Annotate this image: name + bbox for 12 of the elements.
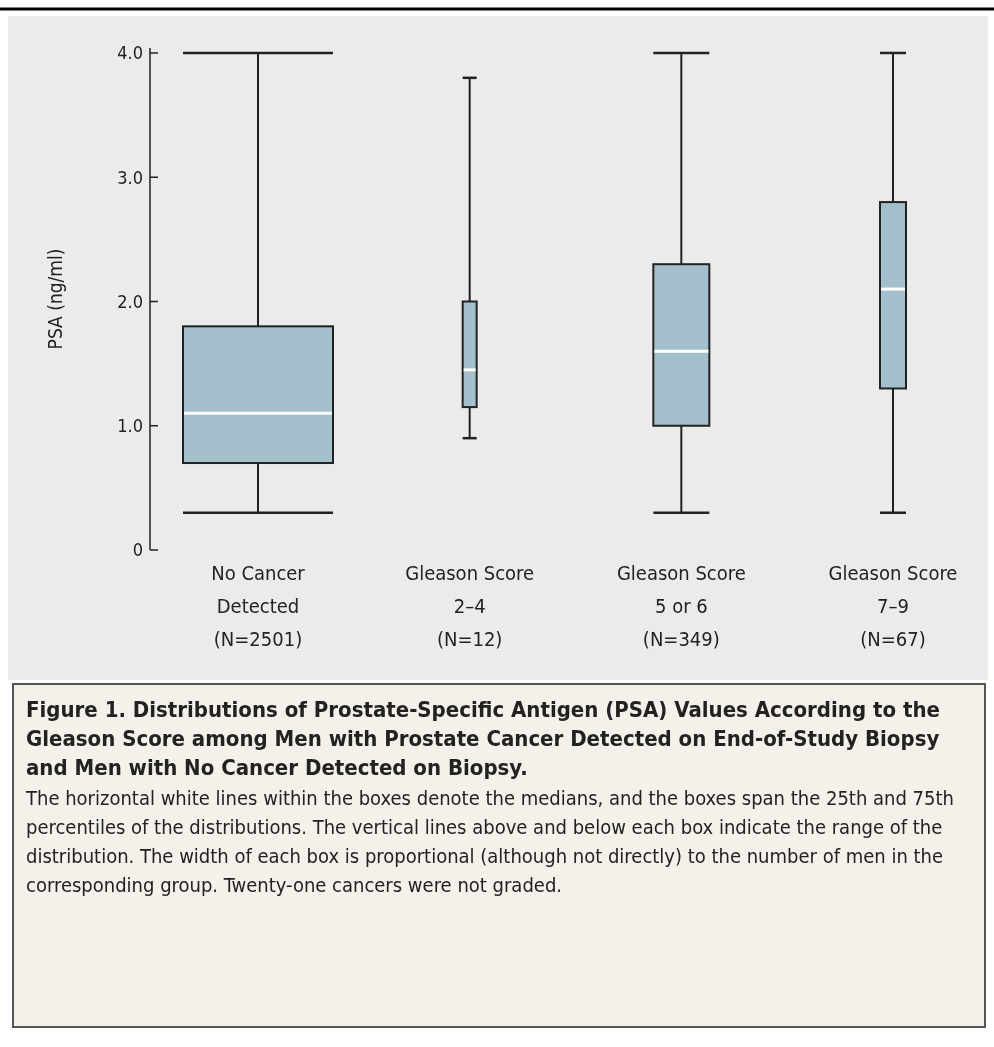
text: Figure 1. Distributions of Prostate-Specific Antigen (PSA) Values According to the Gleason Score among Men with Prostate Cancer Detected on End-of-Study Biopsy and Men with No Cancer Detected on Biopsy. bbox=[26, 696, 941, 782]
y-tick-label: 3.0 bbox=[117, 166, 143, 188]
x-tick-label: No Cancer Detected (N=2501) bbox=[211, 561, 306, 651]
x-tick-label: Gleason Score 2–4 (N=12) bbox=[405, 561, 535, 651]
text: The horizontal white lines within the boxes denote the medians, and the boxes span the 25th and 75th percentiles of the distributions. The vertical lines above and below each box indicate the range of the distribution. The width of each box is proportional (although not directly) to the number of men in the corresponding group. Twenty-one cancers were not graded. bbox=[26, 785, 955, 899]
y-axis-title: PSA (ng/ml) bbox=[44, 248, 66, 350]
x-tick-label: Gleason Score 5 or 6 (N=349) bbox=[616, 561, 746, 651]
y-tick-label: 1.0 bbox=[117, 415, 143, 437]
y-tick-label: 4.0 bbox=[117, 42, 143, 64]
x-tick-label: Gleason Score 7–9 (N=67) bbox=[828, 561, 958, 651]
y-tick-label: 2.0 bbox=[117, 290, 143, 312]
y-tick-label: 0 bbox=[132, 539, 143, 561]
